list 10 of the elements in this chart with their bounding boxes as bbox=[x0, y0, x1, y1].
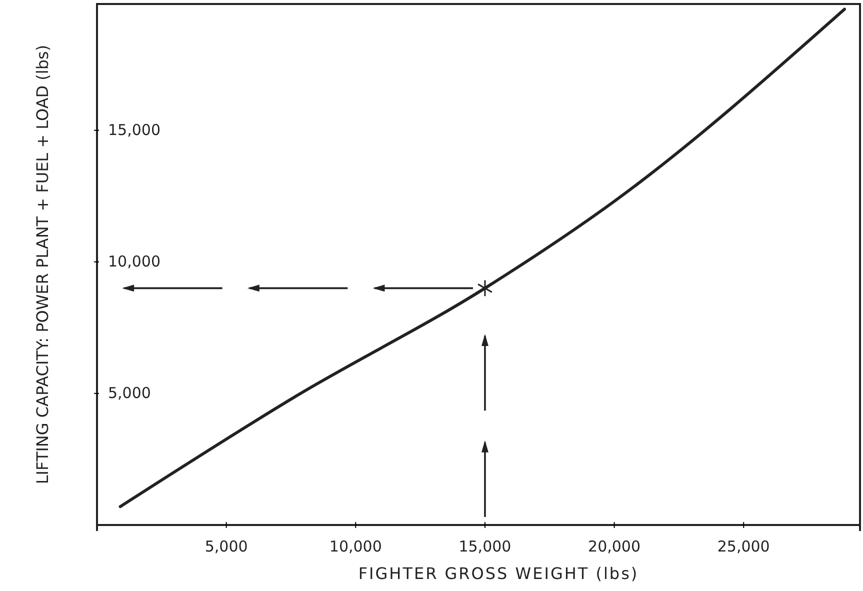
y-tick-label: 5,000 bbox=[108, 384, 151, 402]
y-axis-title: LIFTING CAPACITY: POWER PLANT + FUEL + LOAD (lbs) bbox=[33, 44, 52, 484]
x-tick-label: 10,000 bbox=[329, 538, 382, 556]
x-axis-title: FIGHTER GROSS WEIGHT (lbs) bbox=[358, 564, 639, 583]
x-tick-label: 15,000 bbox=[458, 538, 512, 556]
y-tick-label: 10,000 bbox=[108, 252, 160, 271]
x-tick-label: 5,000 bbox=[204, 538, 248, 556]
x-tick-label: 20,000 bbox=[588, 538, 641, 556]
x-tick-label: 25,000 bbox=[717, 538, 770, 556]
y-tick-label: 15,000 bbox=[108, 121, 160, 140]
